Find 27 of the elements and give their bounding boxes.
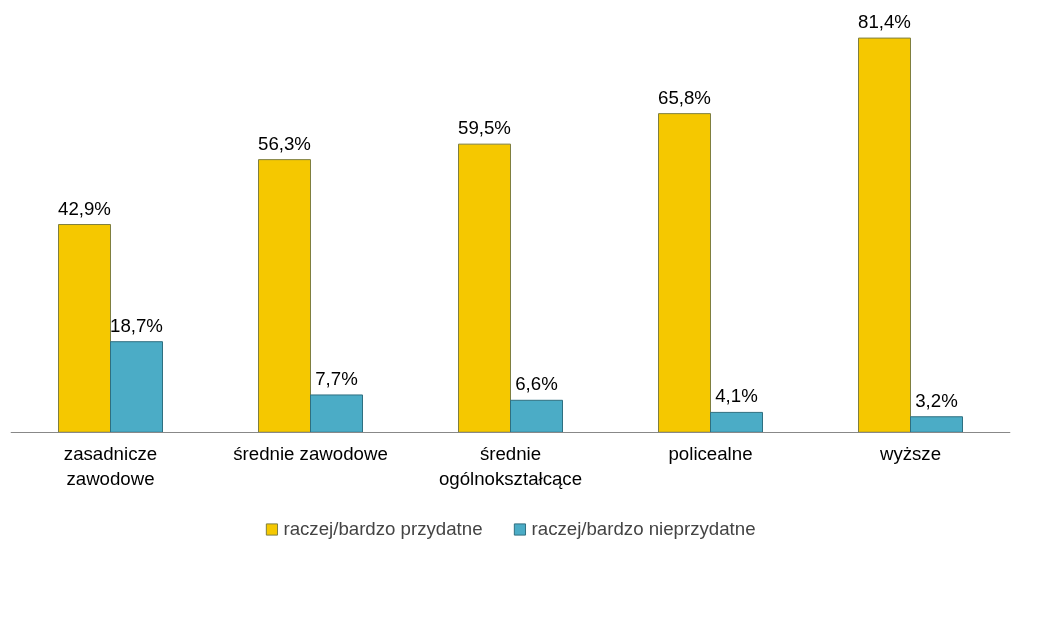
bar <box>710 411 763 433</box>
data-label: 18,7% <box>110 314 163 336</box>
bar <box>258 159 311 433</box>
data-label: 65,8% <box>658 86 711 108</box>
bar <box>310 394 363 433</box>
bar <box>858 37 911 433</box>
x-tick-label: zasadnicze zawodowe <box>63 443 158 490</box>
bar <box>910 416 963 433</box>
data-label: 42,9% <box>58 197 111 219</box>
x-tick-label: średnie ogólnokształcące <box>438 443 583 490</box>
legend-label: raczej/bardzo przydatne <box>283 518 483 540</box>
data-label: 7,7% <box>315 367 358 389</box>
data-label: 81,4% <box>858 11 911 33</box>
x-tick-label: średnie zawodowe <box>233 443 388 465</box>
bar <box>658 113 711 433</box>
data-label: 3,2% <box>915 389 958 411</box>
x-tick-label: wyższe <box>878 443 942 465</box>
bar <box>58 224 111 433</box>
x-tick-label: policealne <box>668 443 753 465</box>
data-label: 6,6% <box>515 373 558 395</box>
bar <box>110 341 163 433</box>
bar <box>458 143 511 433</box>
legend-label: raczej/bardzo nieprzydatne <box>531 518 756 540</box>
bar <box>510 399 563 433</box>
data-label: 4,1% <box>715 385 758 407</box>
data-label: 59,5% <box>458 117 511 139</box>
data-label: 56,3% <box>258 132 311 154</box>
